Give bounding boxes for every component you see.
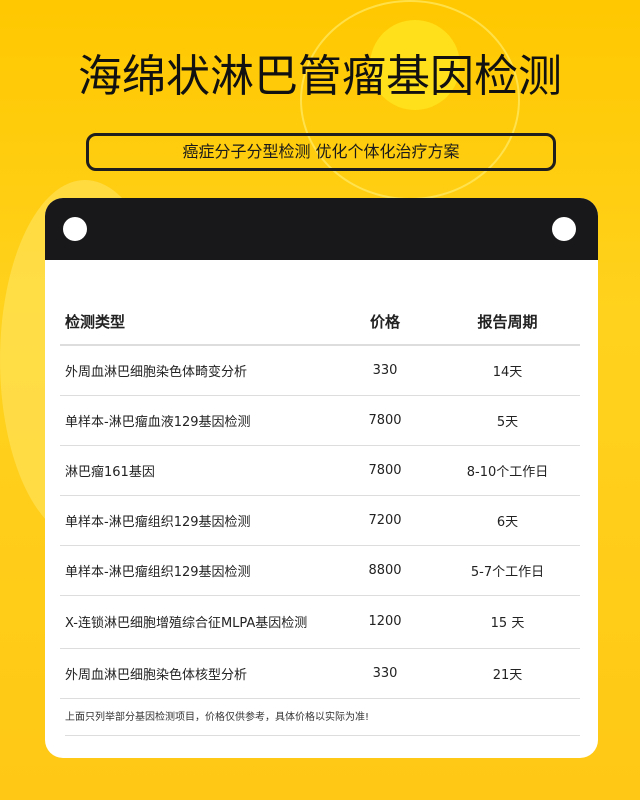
header-type: 检测类型 [60, 298, 335, 346]
table-row: 单样本-淋巴瘤组织129基因检测 8800 5-7个工作日 [60, 545, 580, 596]
cell-price: 330 [335, 648, 435, 699]
cell-period: 5天 [435, 395, 580, 446]
subtitle-banner: 癌症分子分型检测 优化个体化治疗方案 [86, 133, 556, 171]
cell-price: 330 [335, 345, 435, 396]
cell-period: 15 天 [435, 595, 580, 649]
cell-name: 外周血淋巴细胞染色体核型分析 [60, 648, 335, 699]
cell-name: 单样本-淋巴瘤血液129基因检测 [60, 395, 335, 446]
cell-name: X-连锁淋巴细胞增殖综合征MLPA基因检测 [60, 595, 335, 649]
disclaimer-note: 上面只列举部分基因检测项目，价格仅供参考，具体价格以实际为准! [65, 708, 580, 736]
price-table: 检测类型 价格 报告周期 外周血淋巴细胞染色体畸变分析 330 14天 单样本-淋巴瘤… [60, 298, 580, 699]
binder-hole [552, 217, 576, 241]
cell-period: 14天 [435, 345, 580, 396]
cell-name: 外周血淋巴细胞染色体畸变分析 [60, 345, 335, 396]
cell-price: 7200 [335, 495, 435, 546]
table-row: X-连锁淋巴细胞增殖综合征MLPA基因检测 1200 15 天 [60, 595, 580, 649]
page-title: 海绵状淋巴管瘤基因检测 [78, 51, 562, 102]
header-period: 报告周期 [435, 298, 580, 346]
table-row: 外周血淋巴细胞染色体核型分析 330 21天 [60, 648, 580, 699]
cell-price: 7800 [335, 395, 435, 446]
cell-name: 单样本-淋巴瘤组织129基因检测 [60, 495, 335, 546]
table-row: 淋巴瘤161基因 7800 8-10个工作日 [60, 445, 580, 496]
price-card: 检测类型 价格 报告周期 外周血淋巴细胞染色体畸变分析 330 14天 单样本-淋巴瘤… [45, 198, 598, 758]
cell-period: 6天 [435, 495, 580, 546]
table-row: 外周血淋巴细胞染色体畸变分析 330 14天 [60, 345, 580, 396]
cell-price: 7800 [335, 445, 435, 496]
cell-price: 1200 [335, 595, 435, 649]
cell-period: 21天 [435, 648, 580, 699]
cell-period: 8-10个工作日 [435, 445, 580, 496]
cell-price: 8800 [335, 545, 435, 596]
binder-hole [63, 217, 87, 241]
decor-circle [370, 20, 460, 110]
table-row: 单样本-淋巴瘤组织129基因检测 7200 6天 [60, 495, 580, 546]
cell-name: 单样本-淋巴瘤组织129基因检测 [60, 545, 335, 596]
header-price: 价格 [335, 298, 435, 346]
cell-period: 5-7个工作日 [435, 545, 580, 596]
card-header [45, 198, 598, 260]
table-row: 单样本-淋巴瘤血液129基因检测 7800 5天 [60, 395, 580, 446]
cell-name: 淋巴瘤161基因 [60, 445, 335, 496]
